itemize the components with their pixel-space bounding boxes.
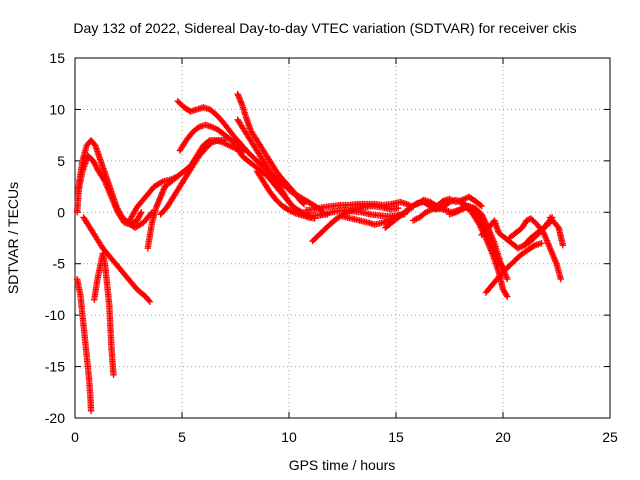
series-arc-8 <box>157 137 228 218</box>
plus-marker <box>138 209 145 216</box>
y-tick-label: -5 <box>53 256 66 272</box>
y-tick-label: -20 <box>45 410 65 426</box>
series-arc-14 <box>253 167 314 220</box>
x-tick-label: 15 <box>388 429 404 445</box>
series-arc-27 <box>506 215 564 283</box>
plus-marker <box>538 239 545 247</box>
series-arc-21 <box>414 193 485 210</box>
series-arc-15 <box>309 202 402 245</box>
series-arc-24 <box>469 204 509 274</box>
y-tick-label: -15 <box>45 359 65 375</box>
plus-marker <box>504 275 511 283</box>
plus-marker <box>158 179 165 186</box>
plus-marker <box>145 297 153 304</box>
plus-marker <box>137 210 144 217</box>
y-tick-label: -10 <box>45 307 65 323</box>
y-axis-label: SDTVAR / TECUs <box>5 182 21 294</box>
plot-frame <box>74 57 611 419</box>
plus-marker <box>307 213 314 220</box>
plus-marker <box>110 371 117 378</box>
series-arc-11 <box>234 90 308 208</box>
chart-title: Day 132 of 2022, Sidereal Day-to-day VTE… <box>73 20 576 36</box>
plus-marker <box>240 147 248 154</box>
plus-marker <box>530 242 538 250</box>
series-arc-3 <box>80 214 154 305</box>
y-tick-label: 15 <box>49 50 65 66</box>
series-arc-29 <box>546 214 567 249</box>
plus-marker <box>523 217 530 224</box>
x-tick-label: 20 <box>495 429 511 445</box>
plus-marker <box>554 223 561 230</box>
plus-marker <box>300 200 308 208</box>
y-tick-label: 5 <box>57 153 65 169</box>
plus-marker <box>478 202 485 210</box>
x-tick-label: 10 <box>281 429 297 445</box>
y-tick-label: 0 <box>57 204 65 220</box>
plus-marker <box>299 199 307 207</box>
series-arc-4 <box>73 275 95 414</box>
x-tick-label: 5 <box>178 429 186 445</box>
x-tick-label: 25 <box>602 429 618 445</box>
plus-marker <box>87 407 95 414</box>
plus-marker <box>504 293 511 300</box>
y-tick-label: 10 <box>49 101 65 117</box>
series-arc-2 <box>75 152 145 228</box>
x-axis-label: GPS time / hours <box>289 457 396 473</box>
data-marks <box>73 90 567 414</box>
plus-marker <box>559 242 567 249</box>
series-arc-5 <box>91 250 117 378</box>
plus-marker <box>173 174 180 181</box>
plus-marker <box>174 173 181 180</box>
series-arc-26 <box>482 239 545 296</box>
plus-marker <box>146 298 154 305</box>
axis-ticks: 0 5 10 15 20 25 -20 -15 -10 -5 0 5 10 15 <box>45 50 618 445</box>
plus-marker <box>503 291 510 299</box>
series-arc-7 <box>144 173 181 252</box>
x-tick-label: 0 <box>71 429 79 445</box>
plus-marker <box>557 275 564 283</box>
series-arc-16 <box>302 198 417 214</box>
plus-marker <box>394 204 402 212</box>
plus-marker <box>477 201 484 209</box>
